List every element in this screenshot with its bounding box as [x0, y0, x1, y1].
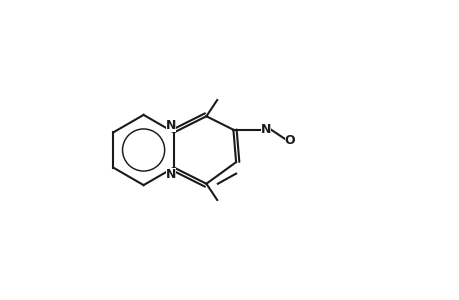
Text: N: N — [166, 168, 176, 181]
Text: N: N — [166, 119, 176, 132]
Text: O: O — [284, 134, 295, 147]
Text: N: N — [260, 123, 270, 136]
